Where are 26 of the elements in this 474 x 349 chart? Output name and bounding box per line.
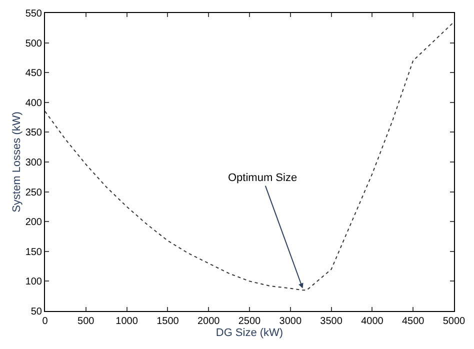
y-tick-label: 250: [25, 187, 42, 198]
y-tick-label: 50: [30, 306, 42, 318]
y-tick-label: 100: [25, 276, 42, 288]
x-tick-label: 2000: [197, 316, 220, 327]
x-tick-label: 4500: [402, 316, 425, 327]
x-tick-label: 3000: [279, 316, 302, 327]
y-tick-label: 150: [25, 246, 42, 258]
x-tick-label: 5000: [442, 316, 466, 327]
x-tick-label: 500: [78, 316, 95, 327]
line-series: [45, 21, 454, 291]
x-tick-label: 0: [42, 316, 48, 327]
x-tick-label: 4000: [361, 316, 384, 327]
y-tick-label: 350: [25, 128, 42, 139]
y-tick-label: 200: [25, 217, 42, 228]
y-tick-label: 500: [25, 38, 42, 50]
x-tick-label: 3500: [320, 316, 343, 327]
y-tick-label: 450: [25, 68, 42, 80]
x-tick-label: 1500: [156, 316, 180, 327]
y-axis-title: System Losses (kW): [10, 112, 23, 212]
y-tick-label: 300: [25, 158, 42, 168]
annotation: Optimum Size: [228, 172, 298, 184]
x-tick-label: 1000: [116, 316, 138, 327]
x-tick-label: 2500: [238, 316, 262, 327]
y-tick-label: 550: [25, 8, 42, 20]
x-axis-title: DG Size (kW): [216, 327, 284, 340]
y-tick-label: 400: [25, 98, 42, 109]
